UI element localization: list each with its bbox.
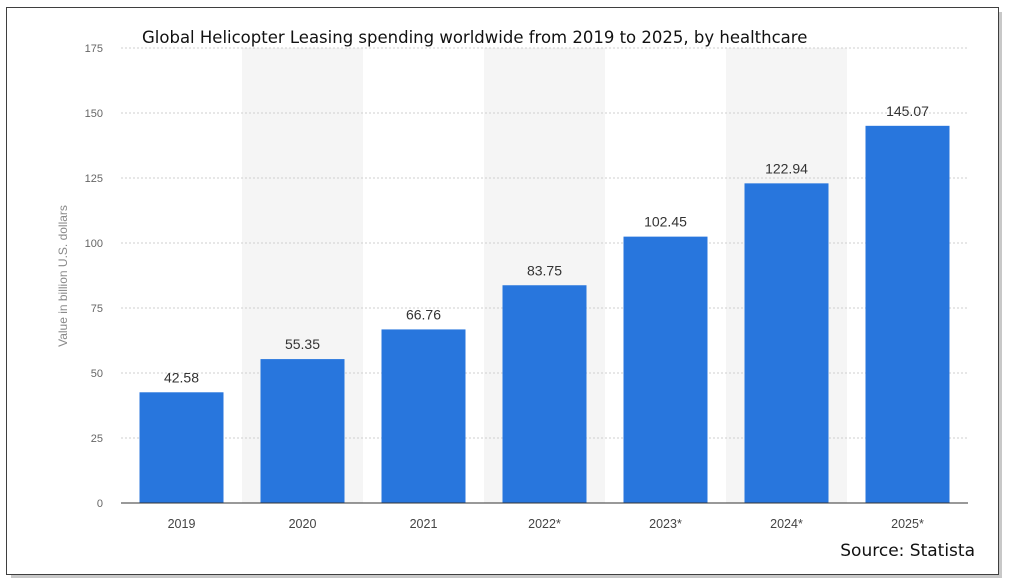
y-tick-label: 50 (91, 368, 103, 380)
value-label: 102.45 (644, 214, 687, 230)
bar[interactable] (744, 183, 829, 503)
x-tick-label: 2022* (528, 517, 561, 531)
bar[interactable] (139, 392, 224, 503)
chart-title: Global Helicopter Leasing spending world… (142, 28, 807, 47)
y-tick-label: 25 (91, 433, 103, 445)
value-label: 83.75 (527, 262, 562, 278)
y-tick-label: 175 (85, 43, 103, 55)
y-tick-label: 125 (85, 173, 103, 185)
value-label: 55.35 (285, 336, 320, 352)
y-tick-label: 150 (85, 108, 103, 120)
bar[interactable] (623, 236, 708, 503)
bars (139, 125, 950, 504)
value-label: 66.76 (406, 306, 441, 322)
x-tick-label: 2025* (891, 517, 924, 531)
x-tick-label: 2024* (770, 517, 803, 531)
x-tick-label: 2020 (289, 517, 317, 531)
value-label: 42.58 (164, 369, 199, 385)
x-tick-label: 2019 (168, 517, 196, 531)
x-tick-label: 2021 (410, 517, 438, 531)
bar[interactable] (865, 125, 950, 504)
y-tick-label: 100 (85, 238, 103, 250)
bar[interactable] (502, 285, 587, 503)
bar[interactable] (381, 329, 466, 503)
x-tick-label: 2023* (649, 517, 682, 531)
value-label: 145.07 (886, 103, 929, 119)
value-label: 122.94 (765, 160, 808, 176)
y-tick-label: 75 (91, 303, 103, 315)
x-tick-labels: 2019 2020 2021 2022* 2023* 2024* 2025* (168, 517, 924, 531)
value-labels: 42.58 55.35 66.76 83.75 102.45 122.94 145.07 (164, 103, 929, 385)
y-tick-labels: 0 25 50 75 100 125 150 175 (85, 43, 103, 510)
source-note: Source: Statista (840, 541, 975, 561)
y-axis-label: Value in billion U.S. dollars (56, 205, 70, 347)
y-tick-label: 0 (97, 498, 103, 510)
bar[interactable] (260, 359, 345, 503)
